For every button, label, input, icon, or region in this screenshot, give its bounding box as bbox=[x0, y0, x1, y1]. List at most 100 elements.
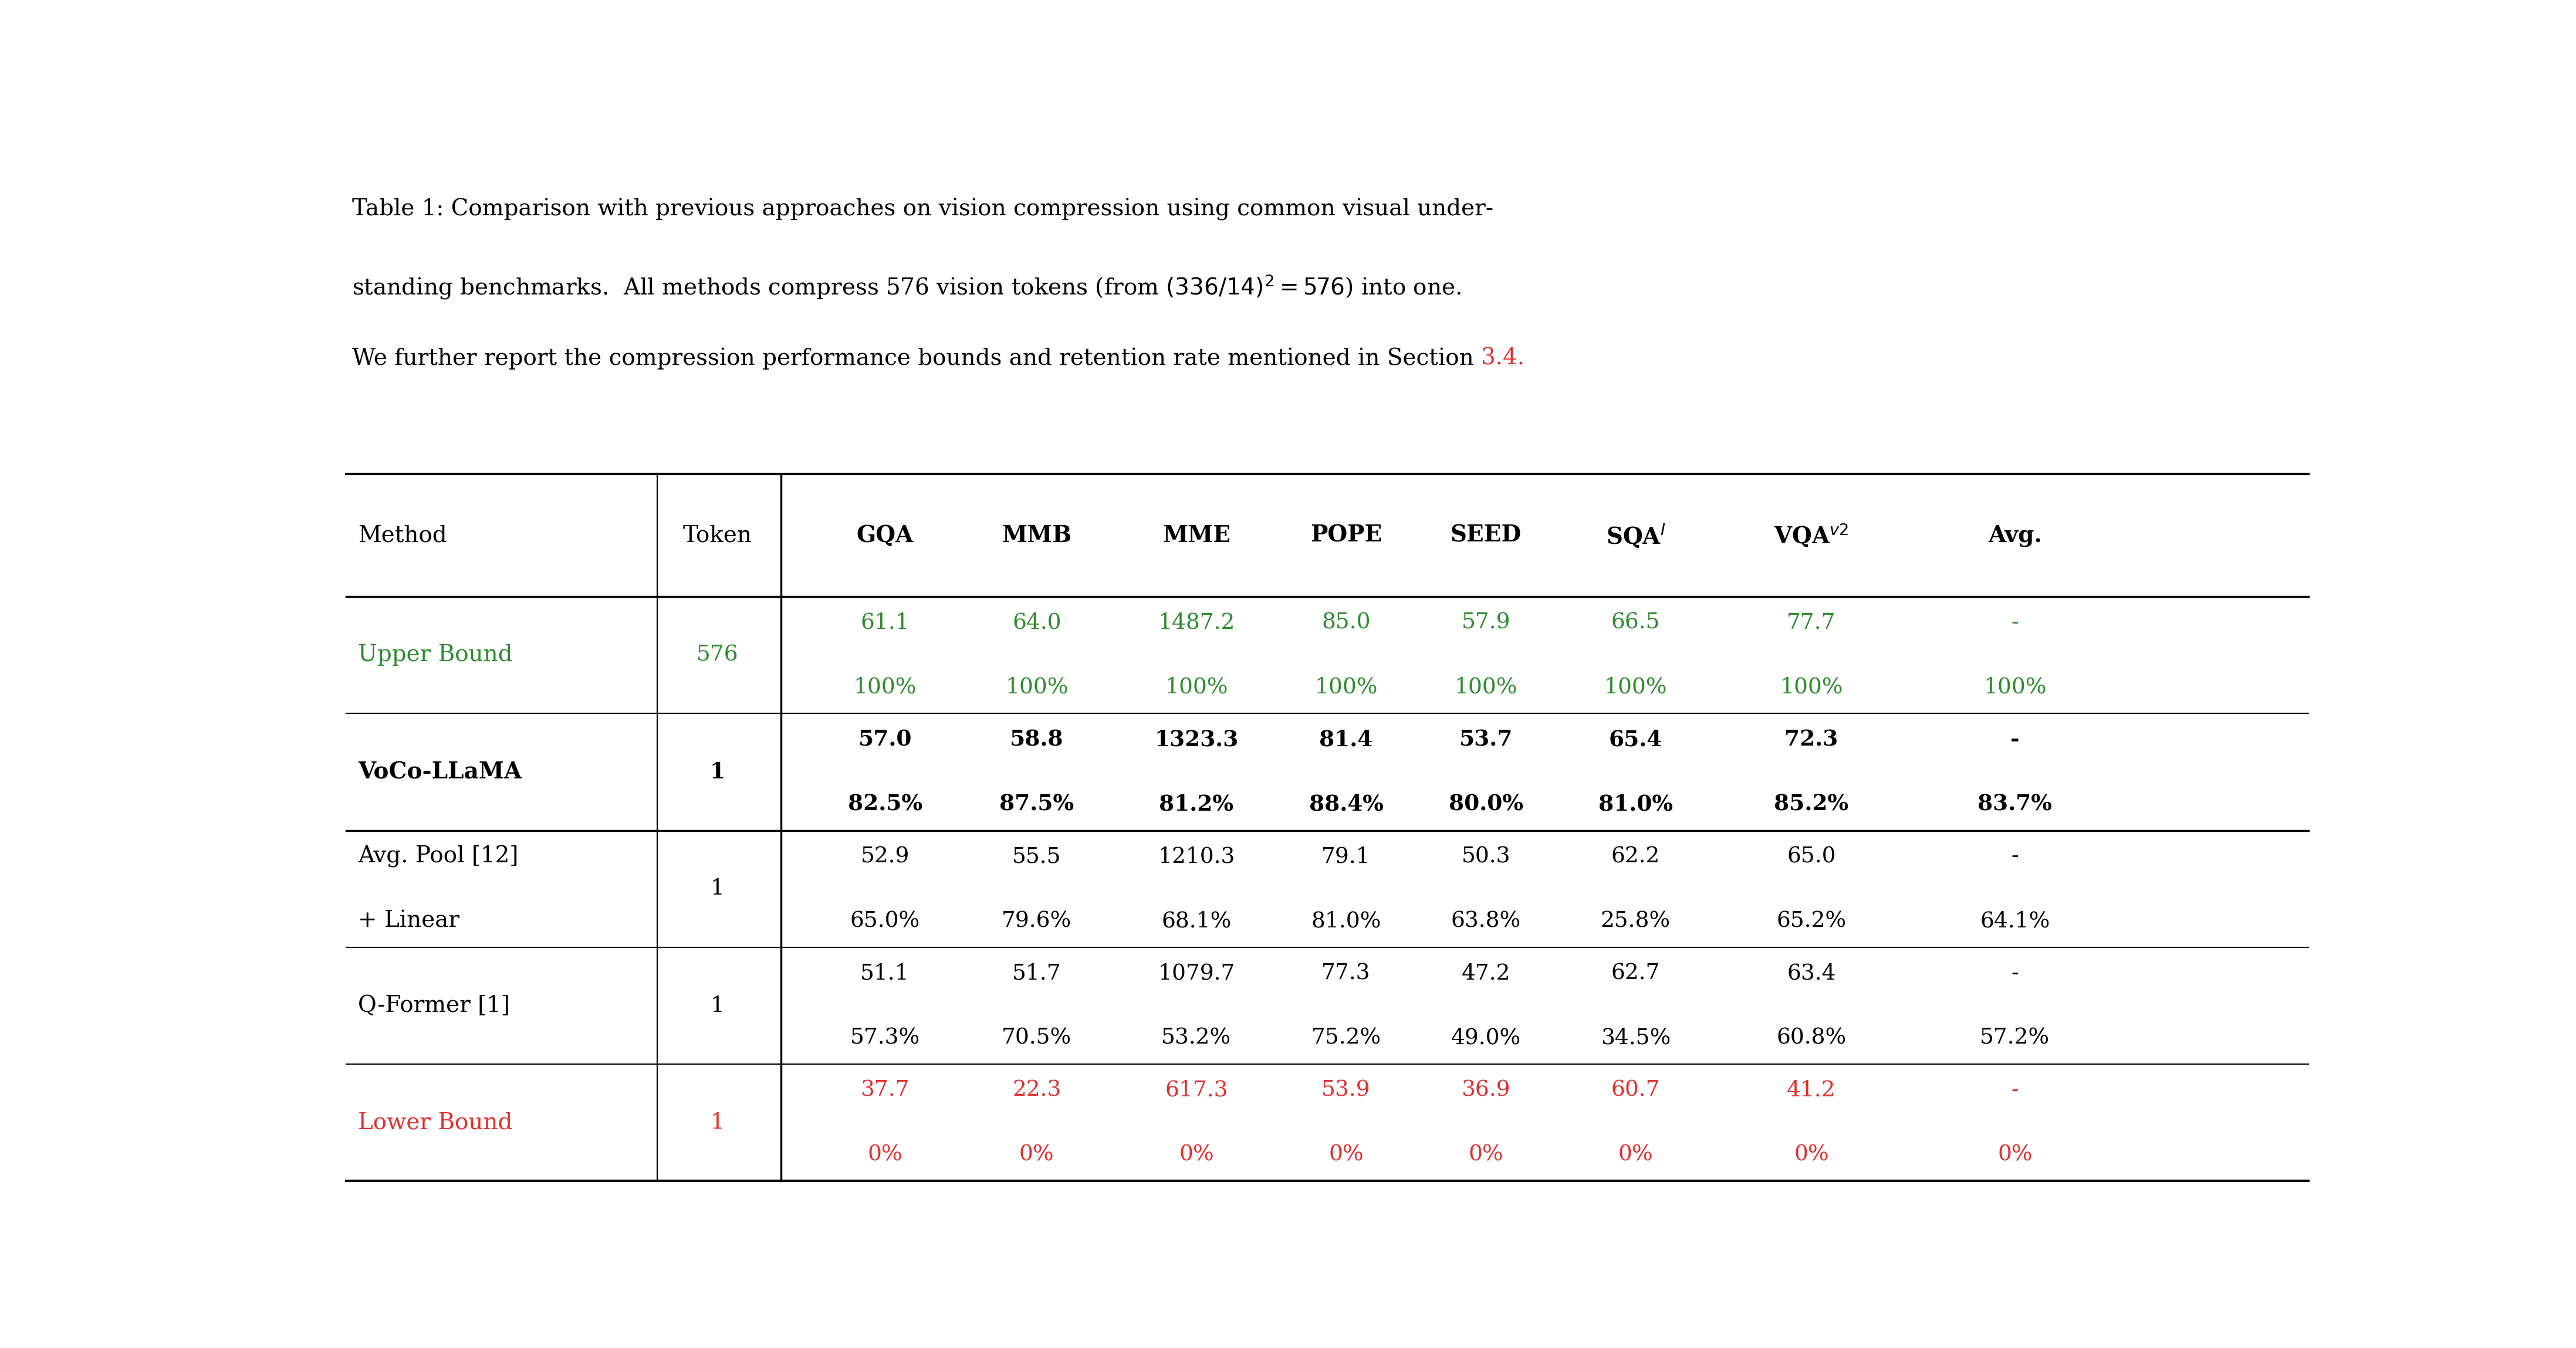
Text: POPE: POPE bbox=[1311, 524, 1381, 546]
Text: 61.1: 61.1 bbox=[860, 612, 909, 634]
Text: 100%: 100% bbox=[853, 677, 917, 698]
Text: 100%: 100% bbox=[1164, 677, 1229, 698]
Text: 36.9: 36.9 bbox=[1461, 1080, 1510, 1101]
Text: 0%: 0% bbox=[868, 1144, 902, 1165]
Text: 1: 1 bbox=[711, 995, 724, 1016]
Text: 62.7: 62.7 bbox=[1610, 962, 1659, 984]
Text: 87.5%: 87.5% bbox=[999, 794, 1074, 816]
Text: 62.2: 62.2 bbox=[1610, 847, 1659, 867]
Text: 1210.3: 1210.3 bbox=[1157, 847, 1234, 867]
Text: 58.8: 58.8 bbox=[1010, 729, 1064, 751]
Text: 65.0: 65.0 bbox=[1788, 847, 1837, 867]
Text: 100%: 100% bbox=[1780, 677, 1842, 698]
Text: 79.6%: 79.6% bbox=[1002, 910, 1072, 931]
Text: 1: 1 bbox=[711, 1112, 724, 1134]
Text: 41.2: 41.2 bbox=[1788, 1080, 1837, 1101]
Text: 51.1: 51.1 bbox=[860, 962, 909, 984]
Text: 100%: 100% bbox=[1984, 677, 2045, 698]
Text: 0%: 0% bbox=[1996, 1144, 2032, 1165]
Text: 60.8%: 60.8% bbox=[1777, 1027, 1847, 1049]
Text: 80.0%: 80.0% bbox=[1448, 794, 1522, 816]
Text: 52.9: 52.9 bbox=[860, 847, 909, 867]
Text: 100%: 100% bbox=[1314, 677, 1378, 698]
Text: 50.3: 50.3 bbox=[1461, 847, 1510, 867]
Text: 1: 1 bbox=[708, 762, 724, 783]
Text: -: - bbox=[2009, 729, 2020, 751]
Text: 57.2%: 57.2% bbox=[1981, 1027, 2050, 1049]
Text: Q-Former [1]: Q-Former [1] bbox=[358, 995, 510, 1016]
Text: 37.7: 37.7 bbox=[860, 1080, 909, 1101]
Text: MMB: MMB bbox=[1002, 524, 1072, 546]
Text: VQA$^{v2}$: VQA$^{v2}$ bbox=[1775, 522, 1850, 549]
Text: 88.4%: 88.4% bbox=[1309, 794, 1383, 816]
Text: 0%: 0% bbox=[1329, 1144, 1363, 1165]
Text: 53.2%: 53.2% bbox=[1162, 1027, 1231, 1049]
Text: 85.0: 85.0 bbox=[1321, 612, 1370, 634]
Text: 47.2: 47.2 bbox=[1461, 962, 1510, 984]
Text: 57.3%: 57.3% bbox=[850, 1027, 920, 1049]
Text: -: - bbox=[2012, 962, 2020, 984]
Text: 576: 576 bbox=[696, 644, 739, 666]
Text: Table 1: Comparison with previous approaches on vision compression using common : Table 1: Comparison with previous approa… bbox=[353, 198, 1494, 220]
Text: Upper Bound: Upper Bound bbox=[358, 644, 513, 666]
Text: 0%: 0% bbox=[1793, 1144, 1829, 1165]
Text: 100%: 100% bbox=[1455, 677, 1517, 698]
Text: Avg. Pool [12]: Avg. Pool [12] bbox=[358, 845, 518, 868]
Text: 65.2%: 65.2% bbox=[1777, 910, 1847, 931]
Text: 0%: 0% bbox=[1618, 1144, 1654, 1165]
Text: Avg.: Avg. bbox=[1989, 524, 2043, 546]
Text: 66.5: 66.5 bbox=[1610, 612, 1659, 634]
Text: 64.1%: 64.1% bbox=[1981, 910, 2050, 931]
Text: 51.7: 51.7 bbox=[1012, 962, 1061, 984]
Text: 83.7%: 83.7% bbox=[1978, 794, 2053, 816]
Text: Lower Bound: Lower Bound bbox=[358, 1112, 513, 1134]
Text: -: - bbox=[2012, 847, 2020, 867]
Text: 1487.2: 1487.2 bbox=[1159, 612, 1234, 634]
Text: 53.9: 53.9 bbox=[1321, 1080, 1370, 1101]
Text: 3.4.: 3.4. bbox=[1481, 348, 1525, 369]
Text: SQA$^I$: SQA$^I$ bbox=[1605, 522, 1667, 549]
Text: 63.4: 63.4 bbox=[1788, 962, 1837, 984]
Text: 25.8%: 25.8% bbox=[1600, 910, 1672, 931]
Text: 617.3: 617.3 bbox=[1164, 1080, 1229, 1101]
Text: 49.0%: 49.0% bbox=[1450, 1027, 1520, 1049]
Text: MME: MME bbox=[1162, 524, 1231, 546]
Text: 81.2%: 81.2% bbox=[1159, 794, 1234, 816]
Text: 55.5: 55.5 bbox=[1012, 847, 1061, 867]
Text: 57.9: 57.9 bbox=[1461, 612, 1510, 634]
Text: 1323.3: 1323.3 bbox=[1154, 729, 1239, 751]
Text: 85.2%: 85.2% bbox=[1775, 794, 1850, 816]
Text: 57.0: 57.0 bbox=[858, 729, 912, 751]
Text: 1079.7: 1079.7 bbox=[1157, 962, 1234, 984]
Text: standing benchmarks.  All methods compress 576 vision tokens (from $(336/14)^2 =: standing benchmarks. All methods compres… bbox=[353, 272, 1461, 301]
Text: 22.3: 22.3 bbox=[1012, 1080, 1061, 1101]
Text: 60.7: 60.7 bbox=[1610, 1080, 1659, 1101]
Text: -: - bbox=[2012, 612, 2020, 634]
Text: 65.4: 65.4 bbox=[1610, 729, 1662, 751]
Text: 0%: 0% bbox=[1180, 1144, 1213, 1165]
Text: 72.3: 72.3 bbox=[1785, 729, 1839, 751]
Text: 64.0: 64.0 bbox=[1012, 612, 1061, 634]
Text: 53.7: 53.7 bbox=[1458, 729, 1512, 751]
Text: 77.7: 77.7 bbox=[1788, 612, 1837, 634]
Text: -: - bbox=[2012, 1080, 2020, 1101]
Text: Method: Method bbox=[358, 524, 448, 546]
Text: 77.3: 77.3 bbox=[1321, 962, 1370, 984]
Text: Token: Token bbox=[683, 524, 752, 546]
Text: 0%: 0% bbox=[1468, 1144, 1504, 1165]
Text: 34.5%: 34.5% bbox=[1600, 1027, 1672, 1049]
Text: 82.5%: 82.5% bbox=[848, 794, 922, 816]
Text: 81.0%: 81.0% bbox=[1597, 794, 1672, 816]
Text: 79.1: 79.1 bbox=[1321, 847, 1370, 867]
Text: GQA: GQA bbox=[855, 524, 914, 546]
Text: 68.1%: 68.1% bbox=[1162, 910, 1231, 931]
Text: 81.0%: 81.0% bbox=[1311, 910, 1381, 931]
Text: 81.4: 81.4 bbox=[1319, 729, 1373, 751]
Text: 75.2%: 75.2% bbox=[1311, 1027, 1381, 1049]
Text: 70.5%: 70.5% bbox=[1002, 1027, 1072, 1049]
Text: 1: 1 bbox=[711, 879, 724, 899]
Text: 100%: 100% bbox=[1605, 677, 1667, 698]
Text: We further report the compression performance bounds and retention rate mentione: We further report the compression perfor… bbox=[353, 348, 1481, 369]
Text: VoCo-LLaMA: VoCo-LLaMA bbox=[358, 760, 523, 783]
Text: 65.0%: 65.0% bbox=[850, 910, 920, 931]
